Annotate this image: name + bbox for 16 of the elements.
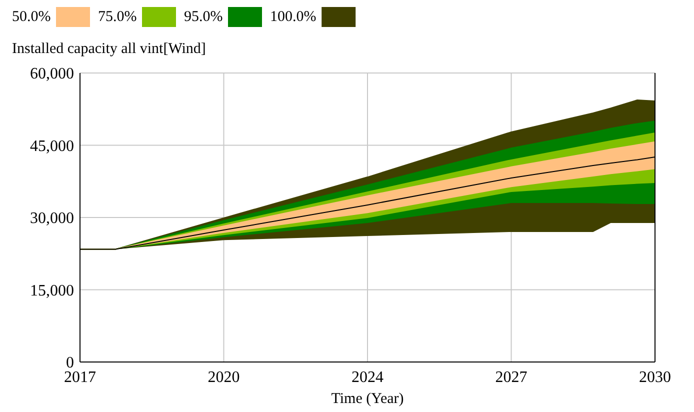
y-tick-label: 60,000 (30, 66, 74, 83)
x-tick-label: 2027 (495, 369, 528, 386)
legend-label: 50.0% (12, 9, 51, 25)
x-tick-label: 2017 (64, 369, 96, 386)
legend-label: 100.0% (270, 9, 316, 25)
x-tick-label: 2020 (208, 369, 240, 386)
y-tick-label: 45,000 (30, 138, 74, 155)
legend-label: 75.0% (98, 9, 137, 25)
legend-label: 95.0% (184, 9, 223, 25)
x-tick-label: 2024 (352, 369, 384, 386)
x-axis-title: Time (Year) (331, 391, 404, 407)
y-tick-label: 0 (66, 354, 74, 372)
y-tick-label: 15,000 (30, 282, 74, 300)
x-tick-label: 2030 (639, 369, 671, 386)
y-tick-label: 30,000 (30, 210, 74, 228)
chart-title: Installed capacity all vint[Wind] (12, 41, 206, 57)
